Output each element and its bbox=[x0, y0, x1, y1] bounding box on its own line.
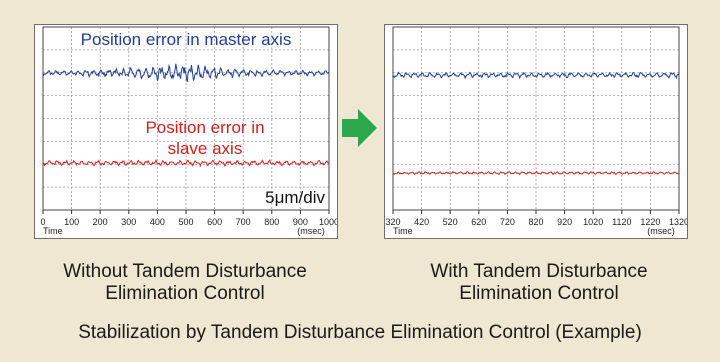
x-tick-label: 320 bbox=[385, 217, 400, 227]
scale-label: 5μm/div bbox=[265, 188, 325, 207]
left-caption: Without Tandem Disturbance Elimination C… bbox=[0, 261, 370, 305]
plot-area-border bbox=[392, 26, 680, 211]
left-caption-line2: Elimination Control bbox=[105, 283, 265, 304]
left-caption-line1: Without Tandem Disturbance bbox=[63, 261, 307, 282]
x-tick-label: 720 bbox=[500, 217, 515, 227]
x-tick-label: 500 bbox=[178, 217, 193, 227]
right-chart-panel: 320 420 520 620 720 820 920 1020 1120 1220 1320 Tim… bbox=[384, 24, 688, 239]
slave-axis-label-line2: slave axis bbox=[168, 139, 243, 158]
x-tick-label: 1020 bbox=[583, 217, 603, 227]
x-tick-label: 620 bbox=[471, 217, 486, 227]
x-tick-label: 200 bbox=[93, 217, 108, 227]
slave-axis-series-line bbox=[42, 159, 330, 168]
x-tick-label: 100 bbox=[64, 217, 79, 227]
x-tick-label: 600 bbox=[207, 217, 222, 227]
slave-axis-series-line bbox=[392, 170, 680, 176]
right-arrow-icon bbox=[342, 108, 378, 148]
slave-axis-label-line1: Position error in bbox=[145, 118, 264, 137]
right-caption: With Tandem Disturbance Elimination Cont… bbox=[358, 261, 720, 305]
x-tick-label: 400 bbox=[150, 217, 165, 227]
x-axis-label-unit: (msec) bbox=[647, 226, 675, 236]
x-tick-label: 1000 bbox=[319, 217, 337, 227]
figure-title: Stabilization by Tandem Disturbance Elim… bbox=[78, 322, 642, 343]
x-tick-label: 920 bbox=[557, 217, 572, 227]
x-axis-label-time: Time bbox=[43, 226, 63, 236]
x-tick-label: 900 bbox=[293, 217, 308, 227]
left-chart-panel: 0 100 200 300 400 500 600 700 800 900 1000 Time (mse… bbox=[34, 24, 338, 239]
x-tick-label: 1220 bbox=[640, 217, 660, 227]
master-axis-series-line bbox=[392, 71, 680, 80]
right-caption-line1: With Tandem Disturbance bbox=[430, 261, 648, 282]
x-tick-label: 300 bbox=[121, 217, 136, 227]
x-tick-label: 0 bbox=[40, 217, 45, 227]
left-chart: 0 100 200 300 400 500 600 700 800 900 1000 Time (mse… bbox=[40, 26, 337, 236]
arrow-shape bbox=[342, 109, 377, 147]
right-chart: 320 420 520 620 720 820 920 1020 1120 1220 1320 Tim… bbox=[385, 26, 687, 236]
x-tick-label: 800 bbox=[264, 217, 279, 227]
x-tick-label: 820 bbox=[528, 217, 543, 227]
x-tick-label: 1120 bbox=[612, 217, 631, 227]
master-axis-label: Position error in master axis bbox=[81, 30, 292, 49]
x-tick-label: 700 bbox=[236, 217, 251, 227]
x-tick-label: 1320 bbox=[669, 217, 687, 227]
right-caption-line2: Elimination Control bbox=[459, 283, 619, 304]
x-axis-label-time: Time bbox=[393, 226, 413, 236]
x-tick-label: 420 bbox=[414, 217, 429, 227]
x-tick-label: 520 bbox=[443, 217, 458, 227]
x-axis-label-unit: (msec) bbox=[297, 226, 325, 236]
master-axis-series-line bbox=[42, 63, 330, 83]
